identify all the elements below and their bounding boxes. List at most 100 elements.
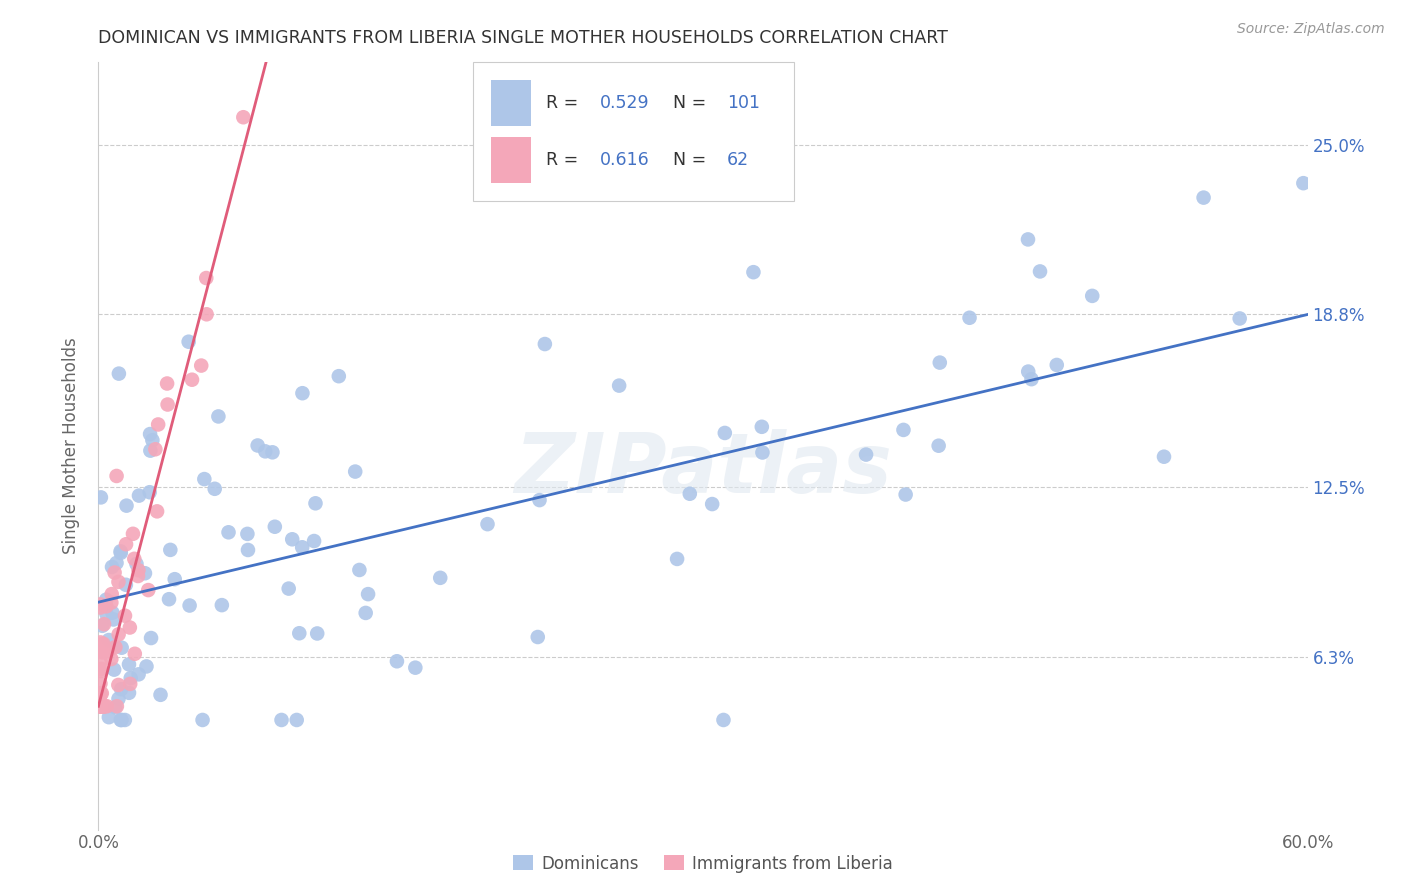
- Point: [105, 556, 128, 570]
- Point: [254, 444, 277, 458]
- Point: [105, 699, 128, 714]
- Point: [96, 607, 118, 621]
- Point: [139, 631, 162, 645]
- Point: [195, 271, 218, 285]
- Point: [97, 644, 120, 658]
- Point: [96, 592, 118, 607]
- Point: [114, 713, 136, 727]
- Point: [1153, 450, 1175, 464]
- Point: [291, 541, 314, 555]
- Point: [115, 537, 138, 551]
- Point: [742, 265, 765, 279]
- Point: [959, 310, 981, 325]
- Point: [124, 551, 146, 566]
- Point: [328, 369, 350, 384]
- Point: [120, 677, 142, 691]
- Point: [91, 619, 114, 633]
- Point: [207, 409, 229, 424]
- FancyBboxPatch shape: [474, 62, 793, 201]
- Point: [191, 713, 214, 727]
- Text: R =: R =: [546, 151, 583, 169]
- Point: [281, 533, 304, 547]
- Point: [204, 482, 226, 496]
- Point: [103, 663, 125, 677]
- Point: [128, 667, 150, 681]
- Point: [307, 626, 329, 640]
- Point: [263, 520, 285, 534]
- Point: [90, 662, 112, 676]
- Text: 0.616: 0.616: [600, 151, 650, 169]
- Point: [893, 423, 915, 437]
- Point: [211, 598, 233, 612]
- Point: [666, 552, 689, 566]
- Point: [89, 689, 111, 703]
- Point: [534, 337, 557, 351]
- Point: [127, 563, 149, 577]
- Point: [143, 442, 166, 457]
- Point: [1021, 372, 1043, 386]
- Point: [195, 307, 218, 321]
- Point: [1292, 176, 1315, 190]
- Point: [107, 691, 129, 706]
- Point: [138, 485, 160, 500]
- Point: [93, 637, 115, 651]
- Point: [354, 606, 377, 620]
- Point: [262, 445, 284, 459]
- Text: Source: ZipAtlas.com: Source: ZipAtlas.com: [1237, 22, 1385, 37]
- FancyBboxPatch shape: [492, 137, 531, 183]
- Text: R =: R =: [546, 94, 583, 112]
- Point: [127, 569, 149, 583]
- Point: [146, 417, 169, 432]
- Point: [89, 699, 111, 714]
- Point: [115, 499, 138, 513]
- Point: [108, 367, 131, 381]
- Point: [110, 713, 132, 727]
- Point: [91, 699, 114, 714]
- Point: [288, 626, 311, 640]
- Point: [1029, 264, 1052, 278]
- Point: [93, 699, 115, 714]
- Text: DOMINICAN VS IMMIGRANTS FROM LIBERIA SINGLE MOTHER HOUSEHOLDS CORRELATION CHART: DOMINICAN VS IMMIGRANTS FROM LIBERIA SIN…: [98, 29, 948, 47]
- Point: [1229, 311, 1251, 326]
- Point: [107, 574, 129, 589]
- Point: [477, 517, 499, 532]
- Point: [702, 497, 724, 511]
- Point: [236, 527, 259, 541]
- Point: [1017, 365, 1039, 379]
- Point: [100, 596, 122, 610]
- Point: [122, 526, 145, 541]
- Point: [115, 578, 138, 592]
- Point: [118, 620, 141, 634]
- Point: [236, 543, 259, 558]
- Point: [135, 659, 157, 673]
- Point: [114, 608, 136, 623]
- Point: [89, 676, 111, 690]
- Point: [304, 496, 326, 510]
- Point: [90, 686, 112, 700]
- Point: [118, 686, 141, 700]
- Point: [141, 433, 163, 447]
- Point: [139, 427, 162, 442]
- Legend: Dominicans, Immigrants from Liberia: Dominicans, Immigrants from Liberia: [506, 848, 900, 880]
- Point: [429, 571, 451, 585]
- Point: [163, 572, 186, 586]
- Point: [93, 699, 115, 714]
- Point: [90, 696, 112, 710]
- Point: [179, 599, 201, 613]
- Point: [1046, 358, 1069, 372]
- Point: [128, 489, 150, 503]
- Point: [855, 448, 877, 462]
- Point: [93, 617, 115, 632]
- Point: [159, 542, 181, 557]
- Point: [270, 713, 292, 727]
- Point: [89, 699, 111, 714]
- Point: [157, 592, 180, 607]
- Point: [751, 419, 773, 434]
- Point: [139, 443, 162, 458]
- Point: [104, 566, 127, 580]
- Point: [90, 643, 112, 657]
- Point: [125, 557, 148, 571]
- Point: [110, 546, 132, 560]
- Point: [177, 334, 200, 349]
- Point: [894, 487, 917, 501]
